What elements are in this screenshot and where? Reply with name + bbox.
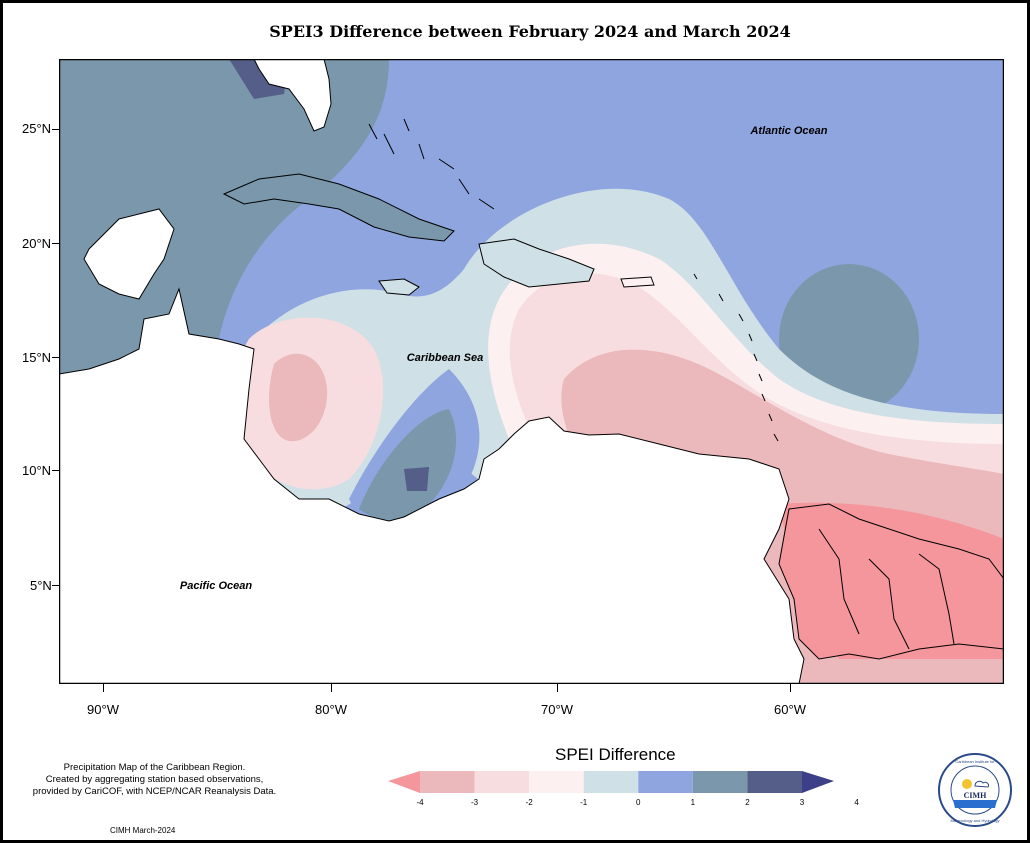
lat-tick [52, 585, 59, 586]
land-jamaica [378, 278, 420, 296]
logo-name: CIMH [964, 791, 987, 800]
legend-swatch [420, 771, 475, 793]
color-legend [388, 771, 834, 793]
field-slate-gulf [59, 59, 389, 389]
border-line [818, 528, 955, 650]
map-title: SPEI3 Difference between February 2024 a… [269, 22, 791, 41]
atlantic-ocean-label: Atlantic Ocean [749, 125, 827, 137]
land-cuba [222, 173, 455, 242]
land-puerto-rico [620, 276, 655, 288]
legend-swatch [583, 771, 639, 793]
lat-tick [52, 243, 59, 244]
lon-label-60w: 60°W [774, 702, 806, 717]
lat-tick [52, 470, 59, 471]
land-florida [253, 59, 332, 132]
land-lesser-antilles [693, 273, 779, 442]
cimh-logo: CIMH Caribbean Institute for Meteorology… [938, 753, 1012, 827]
legend-title: SPEI Difference [555, 745, 676, 764]
field-dark-colombia [404, 467, 429, 491]
note-line-1: Precipitation Map of the Caribbean Regio… [63, 762, 246, 773]
legend-swatch [529, 771, 584, 793]
land-hispaniola [478, 238, 595, 288]
legend-swatch [474, 771, 530, 793]
legend-label: 3 [799, 798, 805, 807]
legend-label: -1 [580, 798, 588, 807]
lat-label-20n: 20°N [22, 236, 52, 251]
legend-label: 1 [690, 798, 696, 807]
lon-tick [331, 684, 332, 692]
legend-label: -4 [416, 798, 424, 807]
lon-tick [103, 684, 104, 692]
lat-label-15n: 15°N [22, 350, 52, 365]
legend-label: 0 [636, 798, 641, 807]
legend-label: -3 [471, 798, 479, 807]
lon-label-70w: 70°W [541, 702, 573, 717]
logo-ring-top: Caribbean Institute for [955, 759, 995, 764]
legend-swatch [638, 771, 693, 793]
logo-ring-bottom: Meteorology and Hydrology [951, 818, 1000, 823]
legend-swatch [388, 771, 420, 793]
note-line-3: provided by CariCOF, with NCEP/NCAR Rean… [32, 786, 277, 797]
lat-tick [52, 357, 59, 358]
sun-icon [962, 779, 972, 789]
land-guianas-red [778, 503, 1004, 660]
field-slate-colombia [359, 409, 457, 520]
cloud-icon [974, 780, 989, 788]
legend-swatch [692, 771, 748, 793]
field-west-pink-inner [269, 353, 328, 442]
spei-difference-map: Atlantic Ocean Caribbean Sea Pacific Oce… [59, 59, 1004, 684]
lat-label-5n: 5°N [30, 578, 52, 593]
lon-label-90w: 90°W [87, 702, 119, 717]
lon-tick [790, 684, 791, 692]
water-icon [953, 800, 997, 808]
legend-label: -2 [525, 798, 533, 807]
caribbean-sea-label: Caribbean Sea [407, 352, 483, 364]
land-bahamas [368, 118, 495, 210]
credit-text: CIMH March-2024 [110, 826, 176, 835]
map-note: Precipitation Map of the Caribbean Regio… [12, 762, 297, 798]
lat-label-10n: 10°N [22, 463, 52, 478]
land-central-america [59, 287, 805, 684]
lon-tick [557, 684, 558, 692]
land-yucatan [83, 208, 175, 300]
lon-label-80w: 80°W [315, 702, 347, 717]
legend-label: 4 [854, 798, 859, 807]
legend-label: 2 [745, 798, 750, 807]
pacific-ocean-label: Pacific Ocean [180, 580, 252, 592]
legend-swatch [747, 771, 802, 793]
note-line-2: Created by aggregating station based obs… [45, 774, 264, 785]
lat-label-25n: 25°N [22, 121, 52, 136]
legend-swatch [802, 771, 834, 793]
lat-tick [52, 129, 59, 130]
